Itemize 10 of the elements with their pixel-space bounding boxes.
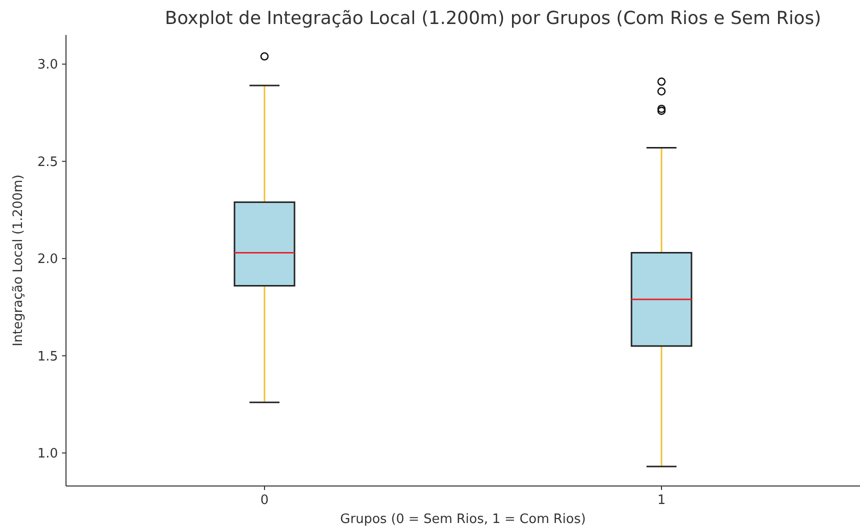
y-tick-label: 1.0 [37, 446, 58, 462]
chart-title: Boxplot de Integração Local (1.200m) por Grupos (Com Rios e Sem Rios) [164, 8, 822, 29]
y-tick-label: 1.5 [37, 349, 58, 364]
y-tick-label: 2.0 [37, 252, 58, 268]
y-tick-label: 2.5 [37, 154, 58, 170]
x-tick-label: 1 [657, 493, 666, 508]
y-tick-label: 3.0 [37, 58, 58, 73]
x-tick-label: 0 [260, 493, 269, 508]
y-axis-title: Integração Local (1.200m) [11, 174, 26, 346]
x-axis-title: Grupos (0 = Sem Rios, 1 = Com Rios) [340, 512, 586, 527]
